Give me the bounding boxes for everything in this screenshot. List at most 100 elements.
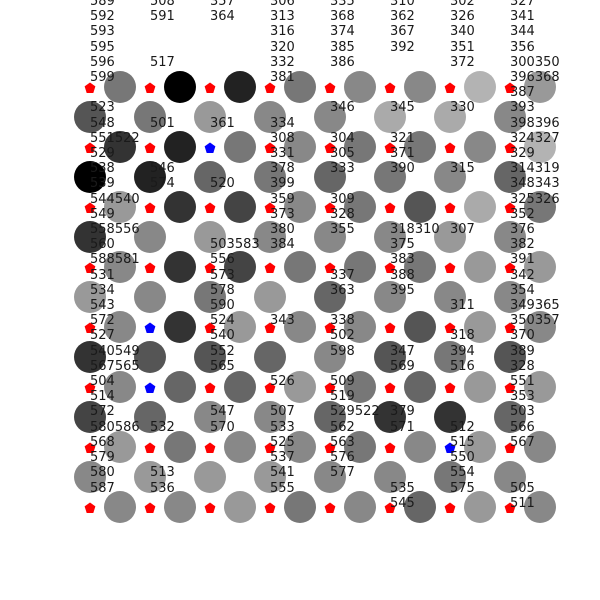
board-piece-odd-r0-c6[interactable] bbox=[464, 71, 496, 103]
board-piece-odd-r4-c7[interactable] bbox=[524, 311, 556, 343]
board-piece-odd-r1-c5[interactable] bbox=[404, 131, 436, 163]
board-piece-odd-r7-c6[interactable] bbox=[464, 491, 496, 523]
board-piece-odd-r7-c3[interactable] bbox=[284, 491, 316, 523]
board-piece-even-r2-c2[interactable] bbox=[194, 221, 226, 253]
board-piece-even-r1-c2[interactable] bbox=[194, 161, 226, 193]
board-piece-even-r3-c5[interactable] bbox=[374, 281, 406, 313]
board-piece-odd-r2-c2[interactable] bbox=[224, 191, 256, 223]
board-piece-odd-r1-c0[interactable] bbox=[104, 131, 136, 163]
board-piece-even-r2-c4[interactable] bbox=[314, 221, 346, 253]
board-piece-odd-r6-c5[interactable] bbox=[404, 431, 436, 463]
board-piece-even-r5-c1[interactable] bbox=[134, 401, 166, 433]
board-piece-even-r1-c1[interactable] bbox=[134, 161, 166, 193]
board-piece-odd-r4-c1[interactable] bbox=[164, 311, 196, 343]
board-piece-odd-r1-c1[interactable] bbox=[164, 131, 196, 163]
board-piece-odd-r4-c4[interactable] bbox=[344, 311, 376, 343]
board-piece-odd-r4-c5[interactable] bbox=[404, 311, 436, 343]
board-piece-even-r2-c3[interactable] bbox=[254, 221, 286, 253]
board-piece-even-r6-c2[interactable] bbox=[194, 461, 226, 493]
board-piece-odd-r1-c6[interactable] bbox=[464, 131, 496, 163]
board-piece-even-r4-c6[interactable] bbox=[434, 341, 466, 373]
board-piece-even-r4-c5[interactable] bbox=[374, 341, 406, 373]
board-piece-even-r5-c7[interactable] bbox=[494, 401, 526, 433]
board-piece-odd-r3-c7[interactable] bbox=[524, 251, 556, 283]
board-piece-odd-r7-c7[interactable] bbox=[524, 491, 556, 523]
board-piece-odd-r0-c0[interactable] bbox=[104, 71, 136, 103]
board-piece-even-r5-c6[interactable] bbox=[434, 401, 466, 433]
board-piece-even-r4-c7[interactable] bbox=[494, 341, 526, 373]
board-piece-odd-r5-c2[interactable] bbox=[224, 371, 256, 403]
board-piece-odd-r1-c3[interactable] bbox=[284, 131, 316, 163]
board-piece-even-r0-c7[interactable] bbox=[494, 101, 526, 133]
board-piece-even-r5-c2[interactable] bbox=[194, 401, 226, 433]
board-piece-even-r0-c2[interactable] bbox=[194, 101, 226, 133]
board-piece-even-r6-c3[interactable] bbox=[254, 461, 286, 493]
board-piece-even-r2-c7[interactable] bbox=[494, 221, 526, 253]
board-piece-even-r5-c3[interactable] bbox=[254, 401, 286, 433]
board-piece-odd-r5-c4[interactable] bbox=[344, 371, 376, 403]
board-piece-odd-r3-c3[interactable] bbox=[284, 251, 316, 283]
board-piece-odd-r6-c2[interactable] bbox=[224, 431, 256, 463]
board-piece-even-r4-c3[interactable] bbox=[254, 341, 286, 373]
board-piece-even-r6-c1[interactable] bbox=[134, 461, 166, 493]
board-piece-even-r0-c5[interactable] bbox=[374, 101, 406, 133]
board-piece-even-r5-c0[interactable] bbox=[74, 401, 106, 433]
board-piece-odd-r5-c7[interactable] bbox=[524, 371, 556, 403]
board-piece-odd-r4-c2[interactable] bbox=[224, 311, 256, 343]
board-piece-odd-r7-c4[interactable] bbox=[344, 491, 376, 523]
board-piece-even-r1-c4[interactable] bbox=[314, 161, 346, 193]
board-piece-odd-r0-c1[interactable] bbox=[164, 71, 196, 103]
board-piece-odd-r6-c7[interactable] bbox=[524, 431, 556, 463]
board-piece-even-r4-c0[interactable] bbox=[74, 341, 106, 373]
board-piece-odd-r3-c1[interactable] bbox=[164, 251, 196, 283]
board-piece-even-r5-c5[interactable] bbox=[374, 401, 406, 433]
board-piece-odd-r0-c5[interactable] bbox=[404, 71, 436, 103]
board-piece-even-r2-c1[interactable] bbox=[134, 221, 166, 253]
board-piece-odd-r0-c2[interactable] bbox=[224, 71, 256, 103]
board-piece-even-r6-c4[interactable] bbox=[314, 461, 346, 493]
board-piece-odd-r0-c4[interactable] bbox=[344, 71, 376, 103]
board-piece-odd-r1-c7[interactable] bbox=[524, 131, 556, 163]
board-piece-odd-r2-c1[interactable] bbox=[164, 191, 196, 223]
board-piece-odd-r4-c6[interactable] bbox=[464, 311, 496, 343]
board-piece-even-r4-c4[interactable] bbox=[314, 341, 346, 373]
board-piece-odd-r7-c1[interactable] bbox=[164, 491, 196, 523]
board-piece-even-r1-c3[interactable] bbox=[254, 161, 286, 193]
board-piece-even-r4-c2[interactable] bbox=[194, 341, 226, 373]
board-piece-even-r3-c7[interactable] bbox=[494, 281, 526, 313]
board-piece-even-r1-c7[interactable] bbox=[494, 161, 526, 193]
board-piece-even-r6-c6[interactable] bbox=[434, 461, 466, 493]
board-piece-odd-r7-c5[interactable] bbox=[404, 491, 436, 523]
board-piece-odd-r2-c5[interactable] bbox=[404, 191, 436, 223]
board-piece-odd-r2-c6[interactable] bbox=[464, 191, 496, 223]
board-piece-even-r3-c4[interactable] bbox=[314, 281, 346, 313]
board-piece-odd-r5-c6[interactable] bbox=[464, 371, 496, 403]
board-piece-odd-r3-c2[interactable] bbox=[224, 251, 256, 283]
board-piece-odd-r6-c6[interactable] bbox=[464, 431, 496, 463]
board-piece-even-r0-c6[interactable] bbox=[434, 101, 466, 133]
board-piece-even-r3-c2[interactable] bbox=[194, 281, 226, 313]
board-piece-odd-r6-c3[interactable] bbox=[284, 431, 316, 463]
board-piece-even-r2-c0[interactable] bbox=[74, 221, 106, 253]
board-piece-odd-r6-c4[interactable] bbox=[344, 431, 376, 463]
board-piece-odd-r3-c4[interactable] bbox=[344, 251, 376, 283]
board-piece-even-r6-c0[interactable] bbox=[74, 461, 106, 493]
board-piece-even-r0-c3[interactable] bbox=[254, 101, 286, 133]
board-piece-odd-r7-c0[interactable] bbox=[104, 491, 136, 523]
board-piece-odd-r6-c1[interactable] bbox=[164, 431, 196, 463]
board-piece-odd-r7-c2[interactable] bbox=[224, 491, 256, 523]
board-piece-even-r4-c1[interactable] bbox=[134, 341, 166, 373]
board-piece-odd-r4-c3[interactable] bbox=[284, 311, 316, 343]
board-piece-even-r3-c1[interactable] bbox=[134, 281, 166, 313]
board-piece-odd-r0-c7[interactable] bbox=[524, 71, 556, 103]
board-piece-odd-r2-c4[interactable] bbox=[344, 191, 376, 223]
board-piece-odd-r3-c6[interactable] bbox=[464, 251, 496, 283]
board-piece-odd-r5-c3[interactable] bbox=[284, 371, 316, 403]
board-piece-even-r1-c5[interactable] bbox=[374, 161, 406, 193]
board-piece-even-r6-c7[interactable] bbox=[494, 461, 526, 493]
board-piece-even-r0-c0[interactable] bbox=[74, 101, 106, 133]
board-piece-odd-r4-c0[interactable] bbox=[104, 311, 136, 343]
board-piece-odd-r2-c7[interactable] bbox=[524, 191, 556, 223]
board-piece-even-r1-c0[interactable] bbox=[74, 161, 106, 193]
board-piece-even-r2-c6[interactable] bbox=[434, 221, 466, 253]
